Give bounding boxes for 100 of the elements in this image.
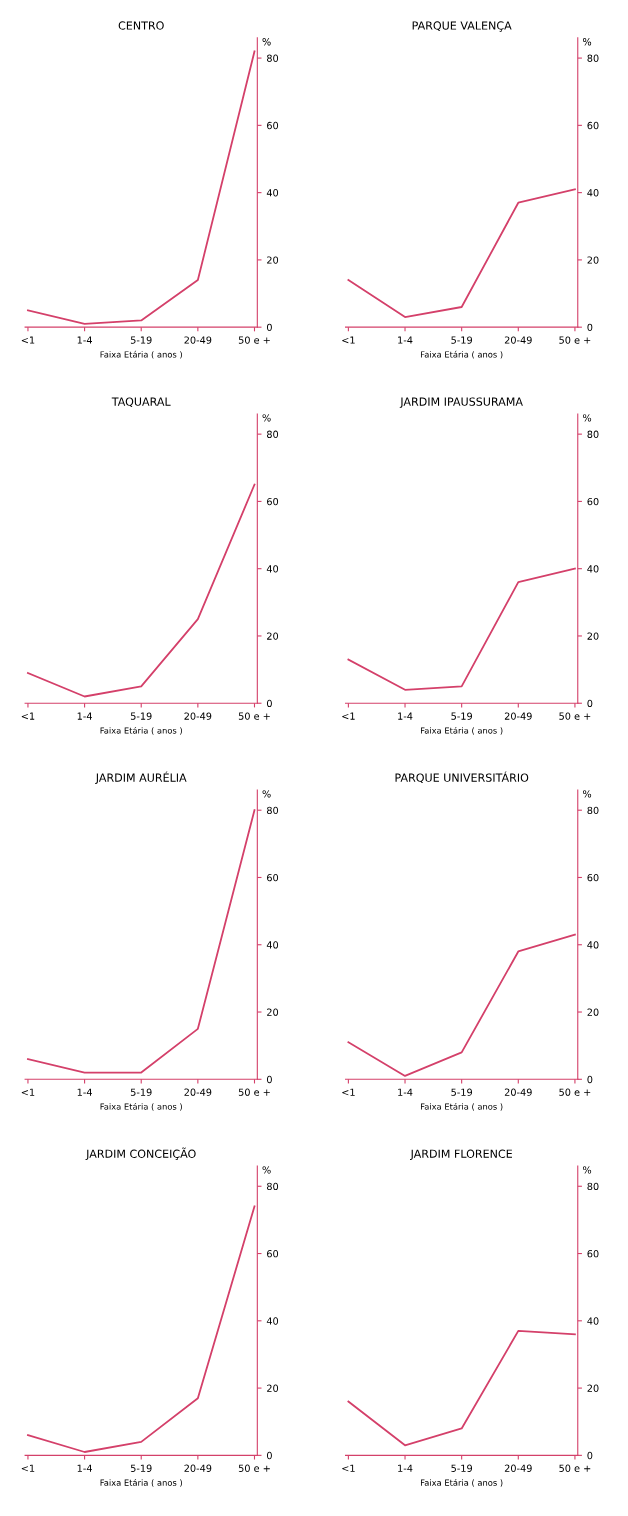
y-tick-label: 60 xyxy=(267,121,279,130)
x-tick-label: <1 xyxy=(21,712,35,720)
chart-title: PARQUE VALENÇA xyxy=(412,21,512,32)
x-tick-label: 20-49 xyxy=(184,1464,212,1472)
x-tick-label: 20-49 xyxy=(504,1088,532,1096)
y-axis-title: % xyxy=(582,414,592,422)
x-tick-label: 50 e + xyxy=(238,1088,270,1096)
y-axis-title: % xyxy=(262,38,271,46)
y-tick-label: 80 xyxy=(587,1182,599,1191)
x-axis-title: Faixa Etária ( anos ) xyxy=(421,350,503,359)
y-tick-label: 40 xyxy=(266,941,279,949)
x-axis-title: Faixa Etária ( anos ) xyxy=(100,726,182,735)
y-tick-label: 60 xyxy=(267,1250,279,1258)
x-tick-label: <1 xyxy=(21,1464,35,1472)
x-tick-label: 5-19 xyxy=(130,1464,152,1472)
y-tick-label: 80 xyxy=(267,806,279,815)
x-tick-label: 1-4 xyxy=(398,336,413,344)
x-axis-title: Faixa Etária ( anos ) xyxy=(421,1102,503,1111)
x-tick-label: 50 e + xyxy=(559,1088,591,1096)
y-tick-label: 0 xyxy=(266,1075,272,1084)
y-tick-label: 60 xyxy=(587,873,599,882)
y-tick-label: 0 xyxy=(587,1451,593,1460)
y-tick-label: 80 xyxy=(267,430,279,438)
y-tick-label: 40 xyxy=(587,941,599,949)
chart-title: JARDIM FLORENCE xyxy=(410,1149,512,1160)
y-tick-label: 0 xyxy=(266,323,272,332)
y-tick-label: 20 xyxy=(587,256,599,264)
x-tick-label: 50 e + xyxy=(559,712,591,720)
y-tick-label: 40 xyxy=(587,565,599,573)
x-tick-label: 1-4 xyxy=(398,712,413,720)
x-axis-title: Faixa Etária ( anos ) xyxy=(421,726,503,735)
y-tick-label: 80 xyxy=(587,430,599,438)
chart-title: JARDIM CONCEIÇÃO xyxy=(85,1147,196,1160)
x-tick-label: 5-19 xyxy=(451,336,473,344)
x-tick-label: 20-49 xyxy=(504,712,532,720)
y-axis-title: % xyxy=(582,38,592,46)
chart-title: JARDIM IPAUSSURAMA xyxy=(399,397,523,408)
x-axis-title: Faixa Etária ( anos ) xyxy=(100,1102,182,1111)
x-tick-label: 20-49 xyxy=(184,712,212,720)
x-tick-label: 5-19 xyxy=(130,712,152,720)
y-tick-label: 20 xyxy=(587,1008,599,1016)
x-tick-label: 50 e + xyxy=(238,336,270,344)
y-tick-label: 20 xyxy=(267,632,279,640)
y-axis-title: % xyxy=(262,790,271,798)
x-tick-label: 50 e + xyxy=(559,336,591,344)
x-tick-label: 1-4 xyxy=(398,1088,413,1096)
y-tick-label: 80 xyxy=(587,54,599,62)
chart-title: JARDIM AURÉLIA xyxy=(95,771,187,784)
x-tick-label: <1 xyxy=(342,712,355,720)
x-tick-label: <1 xyxy=(342,336,355,344)
y-tick-label: 40 xyxy=(266,565,279,573)
x-tick-label: 5-19 xyxy=(130,336,152,344)
chart-title: PARQUE UNIVERSITÁRIO xyxy=(395,771,529,784)
y-axis-title: % xyxy=(582,790,592,798)
x-tick-label: <1 xyxy=(21,1088,35,1096)
x-tick-label: 20-49 xyxy=(504,1464,532,1472)
x-tick-label: 5-19 xyxy=(451,1464,473,1472)
x-axis-title: Faixa Etária ( anos ) xyxy=(421,1479,503,1487)
y-tick-label: 40 xyxy=(266,1317,279,1325)
x-axis-title: Faixa Etária ( anos ) xyxy=(100,1479,182,1487)
y-tick-label: 60 xyxy=(587,121,599,130)
x-tick-label: <1 xyxy=(342,1464,355,1472)
y-axis-title: % xyxy=(582,1166,592,1174)
x-tick-label: 1-4 xyxy=(398,1464,413,1472)
x-tick-label: 5-19 xyxy=(451,712,473,720)
x-tick-label: <1 xyxy=(21,336,35,344)
y-tick-label: 80 xyxy=(587,806,599,815)
y-axis-title: % xyxy=(262,414,271,422)
x-tick-label: 20-49 xyxy=(184,336,212,344)
y-tick-label: 20 xyxy=(267,256,279,264)
x-tick-label: 50 e + xyxy=(238,712,270,720)
x-tick-label: 1-4 xyxy=(77,712,92,720)
y-tick-label: 0 xyxy=(587,699,593,708)
chart-title: TAQUARAL xyxy=(111,397,171,408)
x-tick-label: 50 e + xyxy=(559,1464,591,1472)
y-tick-label: 80 xyxy=(267,54,279,62)
y-tick-label: 20 xyxy=(587,632,599,640)
y-axis-title: % xyxy=(262,1166,271,1174)
y-tick-label: 60 xyxy=(587,497,599,506)
y-tick-label: 80 xyxy=(267,1182,279,1191)
y-tick-label: 40 xyxy=(266,189,279,197)
y-tick-label: 40 xyxy=(587,189,599,197)
y-tick-label: 0 xyxy=(587,1075,593,1084)
y-tick-label: 60 xyxy=(267,497,279,506)
x-tick-label: 5-19 xyxy=(130,1088,152,1096)
x-tick-label: 5-19 xyxy=(451,1088,473,1096)
y-tick-label: 20 xyxy=(267,1008,279,1016)
y-tick-label: 0 xyxy=(266,699,272,708)
chart-title: CENTRO xyxy=(118,21,164,30)
y-tick-label: 60 xyxy=(587,1250,599,1258)
y-tick-label: 20 xyxy=(267,1384,279,1392)
y-tick-label: 20 xyxy=(587,1384,599,1392)
x-tick-label: 20-49 xyxy=(184,1088,212,1096)
y-tick-label: 60 xyxy=(267,873,279,882)
x-tick-label: <1 xyxy=(342,1088,355,1096)
x-tick-label: 1-4 xyxy=(77,336,92,344)
y-tick-label: 40 xyxy=(587,1317,599,1325)
x-tick-label: 50 e + xyxy=(238,1464,270,1472)
x-tick-label: 1-4 xyxy=(77,1088,92,1096)
y-tick-label: 0 xyxy=(587,323,593,332)
